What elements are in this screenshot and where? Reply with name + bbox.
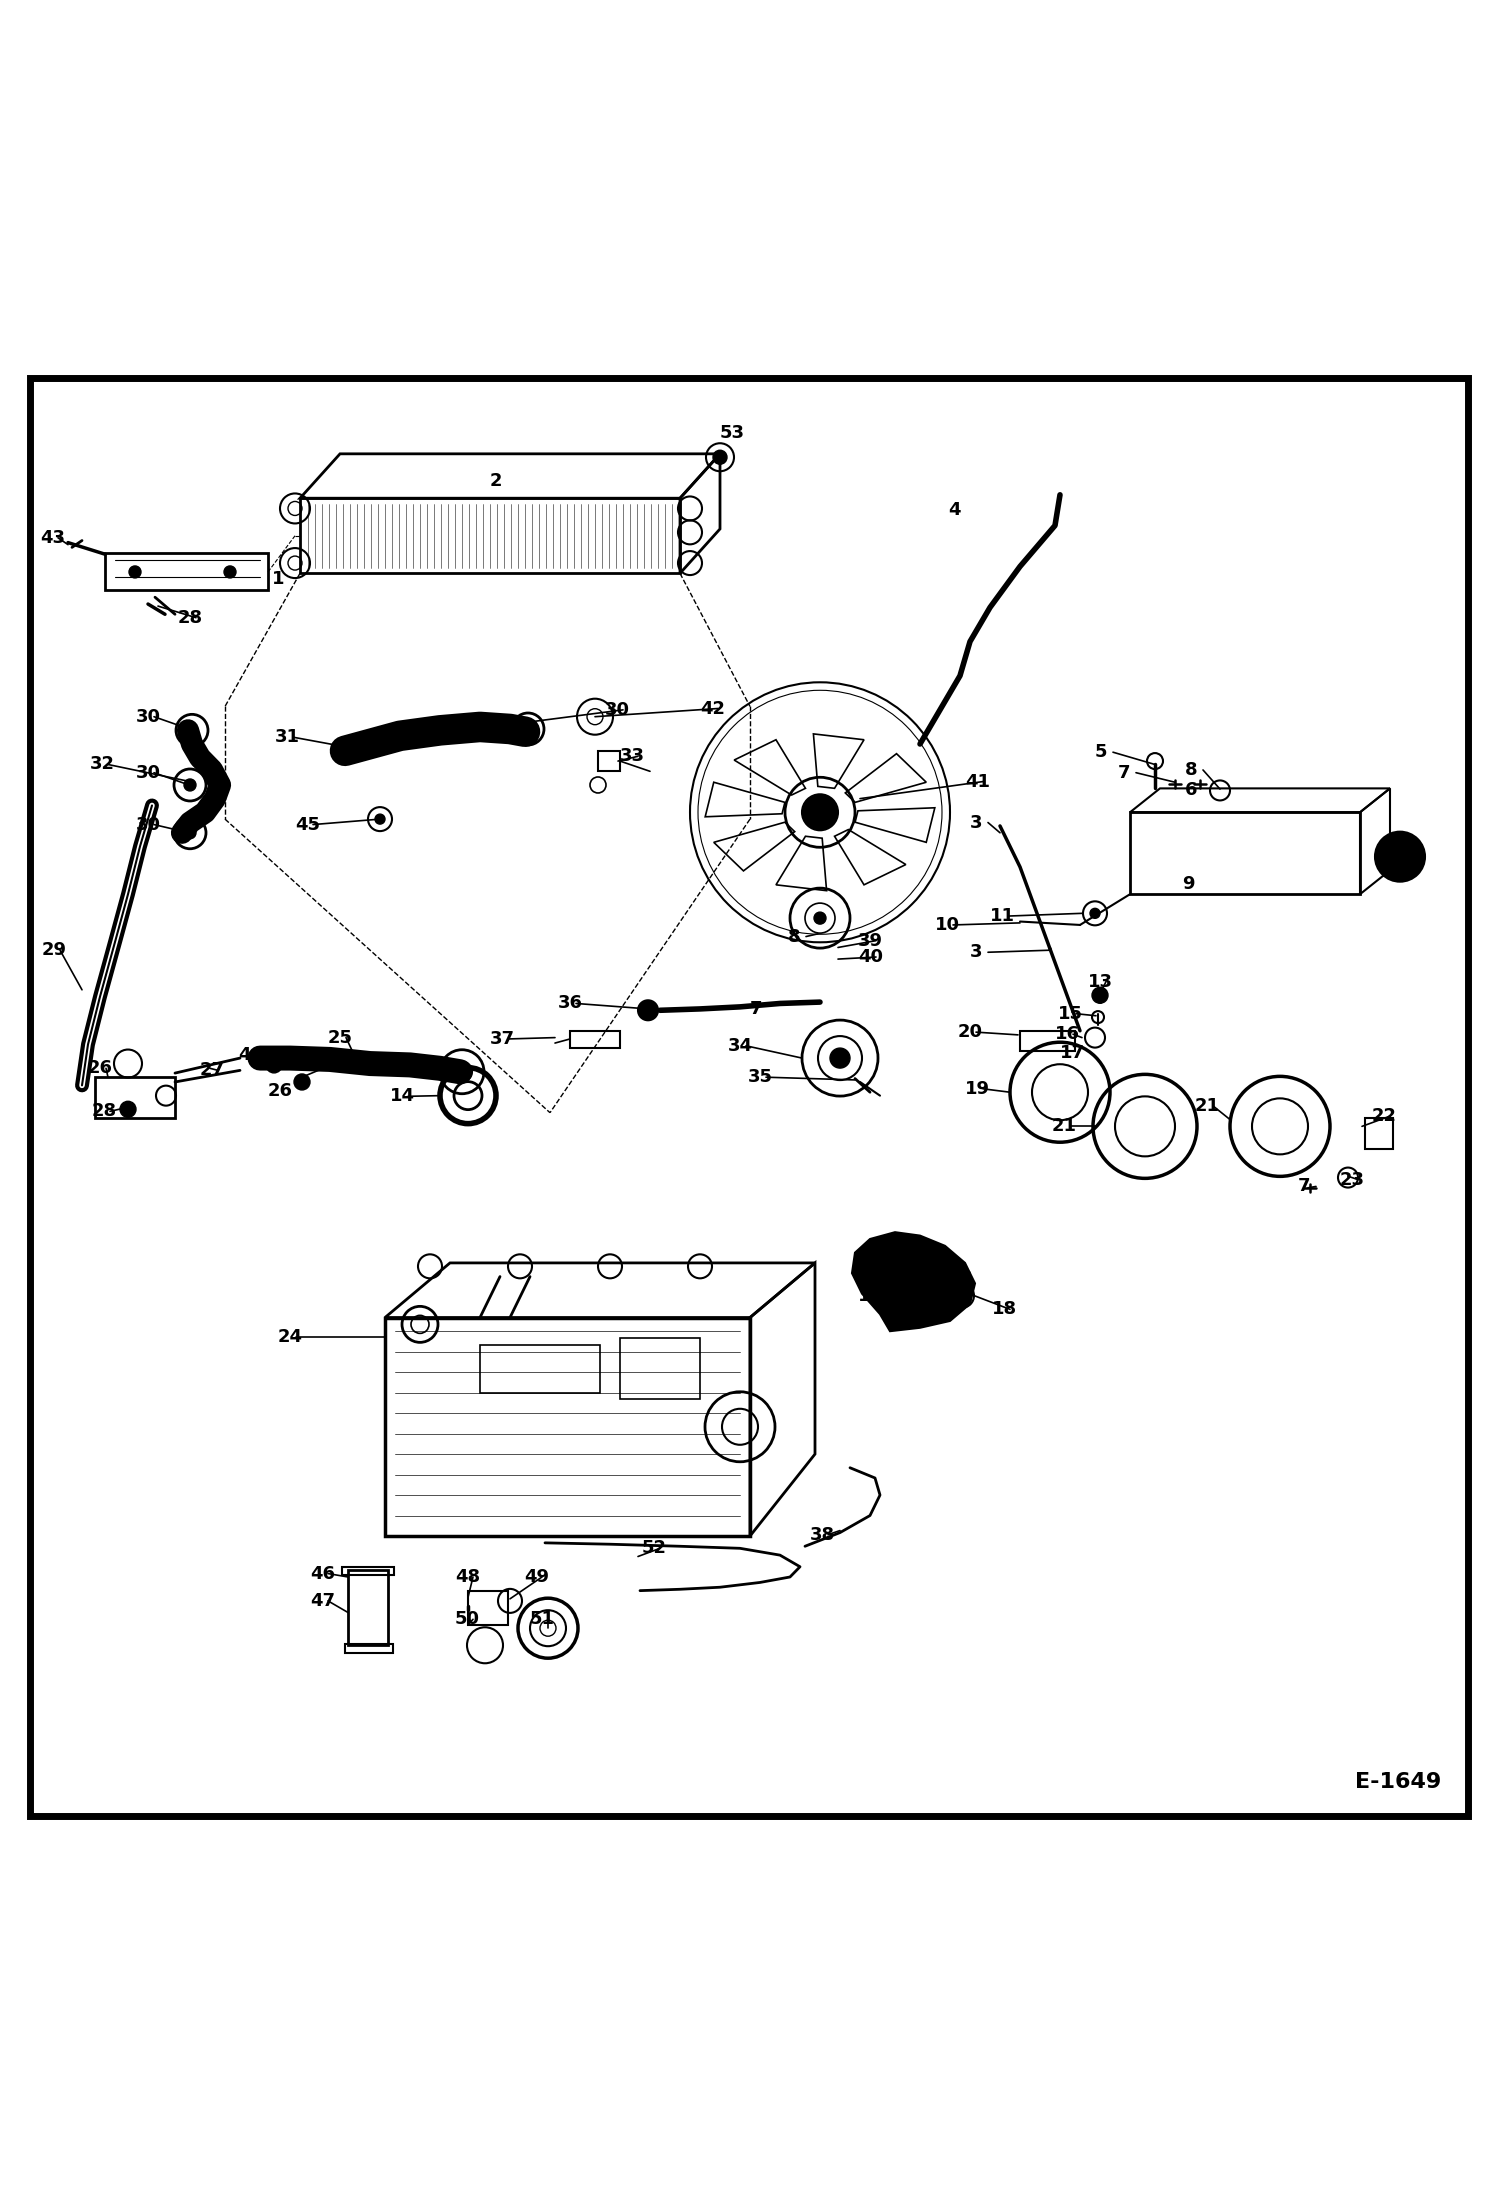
Text: 52: 52	[643, 1540, 667, 1558]
Circle shape	[184, 827, 196, 838]
Circle shape	[184, 779, 196, 792]
Bar	[342, 1567, 394, 1575]
Text: E-1649: E-1649	[1356, 1773, 1441, 1792]
Text: 12: 12	[1389, 847, 1413, 867]
Text: 14: 14	[389, 1088, 415, 1106]
Text: 42: 42	[700, 700, 725, 717]
Text: 16: 16	[1055, 1025, 1080, 1042]
Text: 30: 30	[136, 764, 160, 781]
Bar	[94, 1077, 175, 1119]
Text: 26: 26	[88, 1060, 112, 1077]
Text: 28: 28	[178, 608, 204, 627]
Text: 24: 24	[279, 1327, 303, 1345]
Text: 48: 48	[455, 1569, 481, 1586]
Text: 49: 49	[524, 1569, 548, 1586]
Text: 3: 3	[971, 943, 983, 961]
Text: 26: 26	[268, 1082, 294, 1099]
Bar	[479, 1345, 601, 1393]
Bar	[1365, 1119, 1393, 1150]
Text: 8: 8	[1185, 761, 1197, 779]
Text: 43: 43	[40, 529, 64, 546]
Circle shape	[813, 913, 825, 924]
Text: 29: 29	[42, 941, 67, 959]
Text: 32: 32	[90, 755, 115, 774]
Text: 10: 10	[935, 915, 960, 935]
Text: 7: 7	[750, 1000, 762, 1018]
Text: 40: 40	[858, 948, 882, 965]
Text: 20: 20	[959, 1022, 983, 1042]
Circle shape	[186, 724, 198, 737]
Text: 31: 31	[276, 728, 300, 746]
Text: 22: 22	[1372, 1108, 1398, 1126]
Text: 7: 7	[310, 1058, 322, 1075]
Text: 23: 23	[1341, 1172, 1365, 1189]
Circle shape	[521, 722, 535, 735]
Text: 6: 6	[1185, 781, 1197, 799]
Text: 5: 5	[1095, 744, 1107, 761]
Text: 21: 21	[1195, 1097, 1219, 1115]
Text: 18: 18	[992, 1301, 1017, 1319]
Circle shape	[267, 1058, 282, 1073]
Text: 53: 53	[721, 423, 745, 443]
Text: 15: 15	[1058, 1005, 1083, 1022]
Text: 36: 36	[557, 994, 583, 1011]
Text: 9: 9	[1182, 875, 1194, 893]
Circle shape	[1092, 987, 1109, 1003]
Text: 30: 30	[605, 700, 631, 720]
Bar	[620, 1338, 700, 1400]
Text: 25: 25	[328, 1029, 354, 1047]
Text: 30: 30	[136, 709, 160, 726]
Polygon shape	[852, 1233, 975, 1332]
Circle shape	[225, 566, 237, 577]
Circle shape	[374, 814, 385, 825]
Text: 50: 50	[455, 1610, 479, 1628]
Text: 41: 41	[965, 772, 990, 790]
Text: 38: 38	[810, 1525, 834, 1545]
Text: 27: 27	[201, 1062, 225, 1079]
Text: 35: 35	[748, 1068, 773, 1086]
Text: 1: 1	[273, 570, 285, 588]
Circle shape	[830, 1049, 849, 1068]
Text: 51: 51	[530, 1610, 554, 1628]
Text: 3: 3	[971, 814, 983, 832]
Text: 44: 44	[238, 1047, 264, 1064]
Text: 39: 39	[858, 932, 882, 950]
Text: 45: 45	[295, 816, 321, 834]
Text: 46: 46	[310, 1564, 336, 1582]
Circle shape	[801, 794, 837, 829]
Circle shape	[294, 1075, 310, 1090]
Text: 13: 13	[1088, 972, 1113, 992]
Text: 19: 19	[965, 1079, 990, 1097]
Text: 21: 21	[1052, 1117, 1077, 1134]
Text: 2: 2	[490, 472, 502, 489]
Text: 17: 17	[858, 1286, 882, 1305]
Text: 33: 33	[620, 748, 646, 766]
Circle shape	[1091, 908, 1100, 919]
Text: 28: 28	[91, 1101, 117, 1121]
Bar	[348, 1571, 388, 1646]
Text: 11: 11	[990, 906, 1016, 926]
Text: 7: 7	[1118, 764, 1131, 781]
Text: 7: 7	[1297, 1178, 1311, 1196]
Circle shape	[1375, 832, 1425, 882]
Circle shape	[713, 450, 727, 465]
Text: 47: 47	[310, 1593, 336, 1610]
Circle shape	[638, 1000, 658, 1020]
Text: 17: 17	[1061, 1044, 1085, 1062]
Text: 8: 8	[788, 928, 800, 946]
Text: 37: 37	[490, 1029, 515, 1049]
Bar	[345, 1643, 392, 1654]
Text: 30: 30	[136, 816, 160, 834]
Circle shape	[129, 566, 141, 577]
Text: 34: 34	[728, 1038, 753, 1055]
Circle shape	[120, 1101, 136, 1117]
Bar	[1020, 1031, 1076, 1051]
Text: 4: 4	[948, 502, 960, 520]
